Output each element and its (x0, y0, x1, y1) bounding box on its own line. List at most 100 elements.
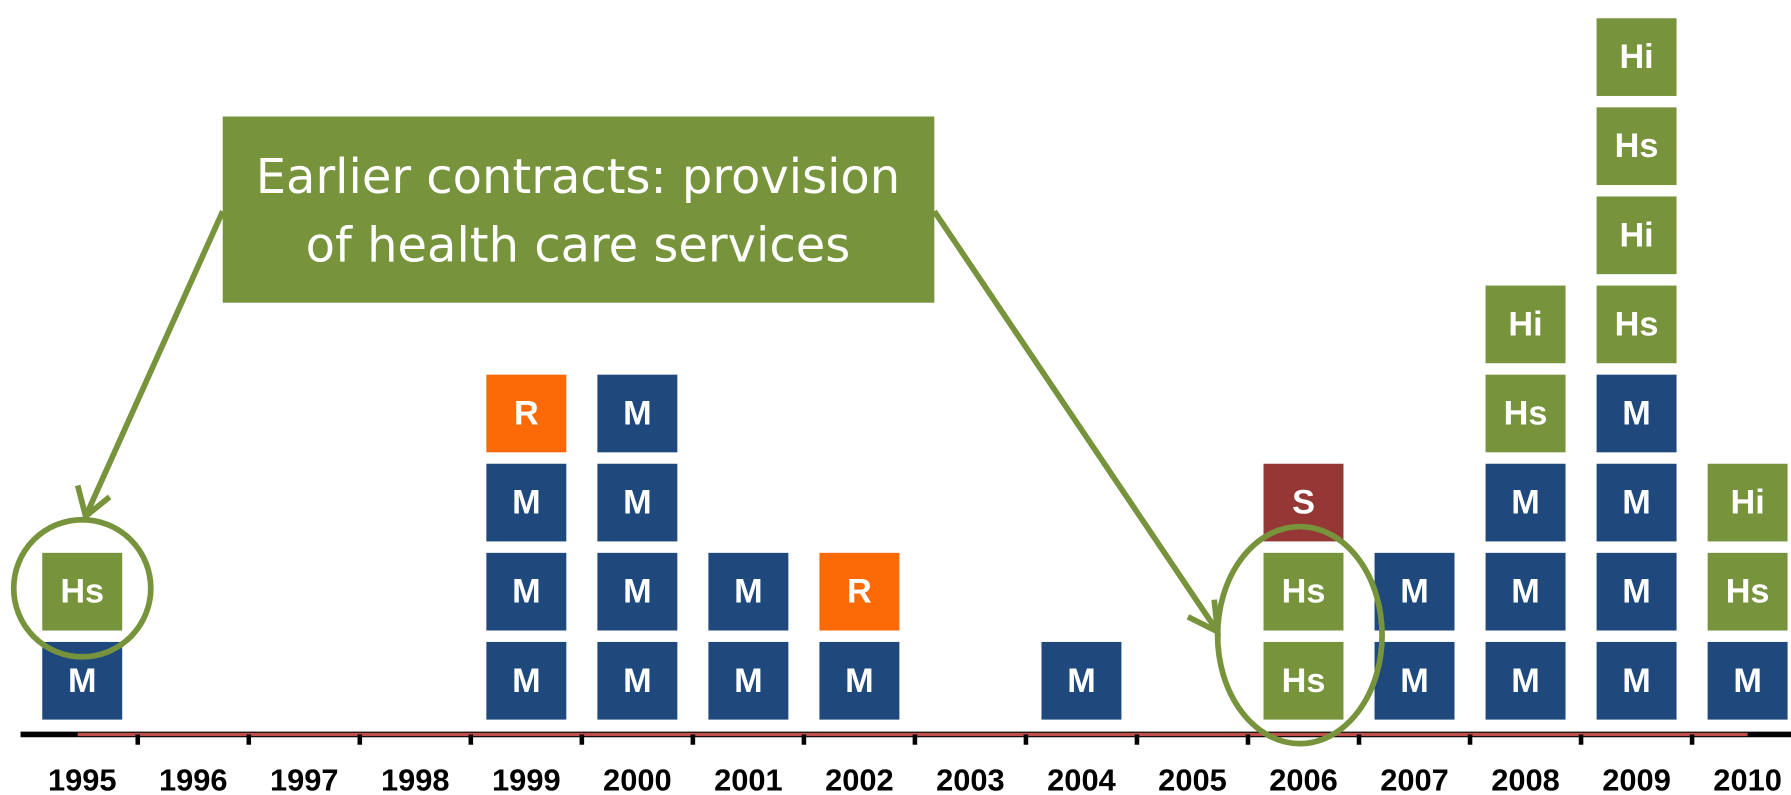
block-label: M (623, 573, 652, 611)
block-label: R (847, 573, 872, 611)
arrow-head (74, 484, 112, 522)
year-label: 1999 (492, 763, 561, 795)
block-label: M (68, 662, 97, 700)
block (597, 641, 678, 720)
callout-box (222, 116, 935, 303)
block-label: Hi (1508, 305, 1542, 343)
block (1707, 552, 1788, 631)
callout-line: Earlier contracts: provision (256, 149, 900, 205)
block (1596, 374, 1677, 453)
block (1485, 463, 1566, 542)
block (486, 463, 567, 542)
year-label: 1998 (381, 763, 450, 795)
block (1596, 18, 1677, 96)
block (1485, 374, 1566, 453)
block-label: M (1733, 662, 1762, 700)
block-label: M (1400, 573, 1429, 611)
block (708, 552, 789, 631)
year-label: 2009 (1602, 763, 1671, 795)
block-label: M (623, 662, 652, 700)
callout-line: of health care services (306, 218, 851, 274)
block (819, 641, 900, 720)
block-label: M (734, 662, 763, 700)
arrow-head (1186, 599, 1222, 637)
block (1263, 552, 1344, 631)
year-label: 2003 (936, 763, 1005, 795)
year-label: 2004 (1047, 763, 1116, 795)
block-label: Hs (1282, 573, 1326, 611)
year-label: 2005 (1158, 763, 1227, 795)
year-label: 1997 (270, 763, 339, 795)
block-label: M (512, 573, 541, 611)
block-label: Hi (1730, 484, 1764, 522)
block (1707, 463, 1788, 542)
block (1485, 641, 1566, 720)
block-label: M (734, 573, 763, 611)
block (1263, 641, 1344, 720)
block-label: M (1511, 573, 1540, 611)
block-label: S (1292, 484, 1315, 522)
callout: Earlier contracts: provision of health c… (10, 116, 1385, 747)
block-label: M (1622, 394, 1651, 432)
block-label: Hs (60, 573, 104, 611)
block (1596, 552, 1677, 631)
year-label: 2008 (1491, 763, 1560, 795)
year-label: 2002 (825, 763, 894, 795)
year-label: 2007 (1380, 763, 1449, 795)
year-label: 2000 (603, 763, 672, 795)
block (486, 552, 567, 631)
block (1374, 641, 1455, 720)
block (1596, 285, 1677, 364)
year-label: 1995 (48, 763, 117, 795)
block-label: Hs (1615, 127, 1659, 165)
block-label: M (1622, 662, 1651, 700)
blocks: M Hs M M M R M M M M M M M R M Hs Hs S M M M M M Hs Hi M M M M Hs Hi Hs… (42, 18, 1788, 720)
years: 1995 1996 1997 1998 1999 2000 2001 2002 2003 2004… (48, 734, 1782, 795)
block-label: R (514, 394, 539, 432)
block (42, 552, 123, 631)
block (1485, 285, 1566, 364)
highlight-ellipse (1214, 523, 1385, 747)
block-label: M (1400, 662, 1429, 700)
block-label: M (512, 484, 541, 522)
block-label: M (1622, 484, 1651, 522)
block-label: Hs (1504, 394, 1548, 432)
block-label: Hs (1615, 305, 1659, 343)
block (819, 552, 900, 631)
block (1485, 552, 1566, 631)
block-label: Hs (1726, 573, 1770, 611)
block (1596, 463, 1677, 542)
year-label: 2001 (714, 763, 783, 795)
block (1041, 641, 1122, 720)
block-label: M (1511, 662, 1540, 700)
year-label: 2010 (1713, 763, 1782, 795)
block-label: M (623, 394, 652, 432)
block (597, 374, 678, 453)
block-label: Hi (1619, 38, 1653, 76)
block (1707, 641, 1788, 720)
block (597, 552, 678, 631)
block (708, 641, 789, 720)
block-label: M (1622, 573, 1651, 611)
block (486, 641, 567, 720)
callout-arrow (83, 210, 226, 518)
block (1596, 107, 1677, 186)
block (1596, 196, 1677, 275)
year-label: 1996 (159, 763, 228, 795)
block (1596, 641, 1677, 720)
block-label: M (623, 484, 652, 522)
block-label: M (1067, 662, 1096, 700)
block (1374, 552, 1455, 631)
year-label: 2006 (1269, 763, 1338, 795)
block-label: Hs (1282, 662, 1326, 700)
block (486, 374, 567, 453)
block-label: M (1511, 484, 1540, 522)
block-label: M (512, 662, 541, 700)
block-label: M (845, 662, 874, 700)
block-label: Hi (1619, 216, 1653, 254)
block (597, 463, 678, 542)
callout-arrow (931, 209, 1220, 634)
highlight-ellipse (10, 516, 154, 660)
